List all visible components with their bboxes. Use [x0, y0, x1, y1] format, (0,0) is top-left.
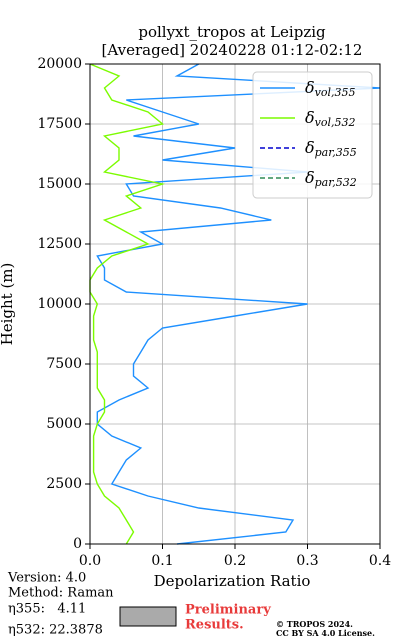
x-tick-label: 0.1: [151, 553, 173, 569]
y-tick-label: 2500: [46, 476, 82, 492]
x-axis-label: Depolarization Ratio: [154, 572, 311, 590]
legend-name: δ: [305, 138, 315, 157]
chart-title: pollyxt_tropos at Leipzig: [138, 23, 326, 41]
legend-name: δ: [305, 108, 315, 127]
data-line: [89, 63, 166, 545]
copyright: CC BY SA 4.0 License.: [276, 628, 375, 638]
legend-subscript: vol,532: [315, 116, 356, 129]
y-tick-label: 0: [73, 536, 82, 552]
plot-frame: [89, 63, 381, 545]
footer-info: η532: 22.3878: [8, 623, 103, 638]
y-tick-label: 12500: [37, 236, 82, 252]
data-line: [96, 63, 381, 545]
y-tick-label: 5000: [46, 416, 82, 432]
copyright: © TROPOS 2024.: [276, 619, 353, 629]
y-axis-label: Height (m): [0, 263, 16, 346]
legend-label: δvol,532: [305, 108, 356, 130]
chart-title: [Averaged] 20240228 01:12-02:12: [102, 41, 363, 59]
footer-info: Version: 4.0: [7, 571, 86, 586]
legend-label: δpar,355: [305, 138, 357, 160]
y-tick-label: 17500: [37, 116, 82, 132]
legend-name: δ: [305, 78, 315, 97]
y-tick-label: 15000: [37, 176, 82, 192]
preliminary-note: Results.: [185, 618, 244, 633]
legend-box: [252, 71, 373, 199]
x-tick-label: 0.4: [369, 553, 391, 569]
y-tick-label: 20000: [37, 56, 82, 72]
footer-info: η355: 4.11: [8, 602, 86, 617]
legend-subscript: par,355: [315, 146, 357, 159]
footer-info: Method: Raman: [8, 586, 114, 601]
x-tick-label: 0.0: [79, 553, 101, 569]
legend-subscript: vol,355: [315, 86, 356, 99]
license-badge: [119, 606, 177, 627]
legend-label: δvol,355: [305, 78, 356, 100]
x-tick-label: 0.3: [296, 553, 318, 569]
y-tick-label: 10000: [37, 296, 82, 312]
legend-name: δ: [305, 168, 315, 187]
legend-label: δpar,532: [305, 168, 357, 190]
y-tick-label: 7500: [46, 356, 82, 372]
preliminary-note: Preliminary: [185, 603, 271, 618]
x-tick-label: 0.2: [224, 553, 246, 569]
legend-subscript: par,532: [315, 176, 357, 189]
